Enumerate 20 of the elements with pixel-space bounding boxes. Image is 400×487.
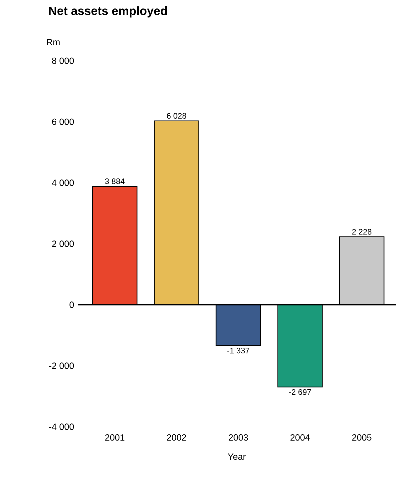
x-tick-label: 2005 — [352, 434, 372, 441]
data-label: -2 697 — [289, 389, 312, 396]
x-tick-label: 2001 — [105, 434, 125, 441]
x-axis-title: Year — [228, 454, 246, 460]
x-tick-label: 2004 — [290, 434, 310, 441]
x-tick-label: 2003 — [228, 434, 248, 441]
data-label: -1 337 — [228, 348, 250, 354]
y-tick-label: -4 000 — [49, 424, 74, 430]
y-tick-label: 2 000 — [52, 240, 74, 248]
y-axis-title: Rm — [47, 39, 60, 46]
y-tick-label: 6 000 — [52, 118, 74, 126]
chart-title: Net assets employed — [49, 6, 168, 18]
y-tick-label: 0 — [70, 302, 74, 308]
y-tick-label: 8 000 — [52, 58, 74, 64]
x-tick-label: 2002 — [167, 434, 186, 441]
data-label: 2 228 — [352, 229, 372, 235]
y-tick-label: 4 000 — [52, 180, 74, 186]
y-tick-label: -2 000 — [49, 362, 74, 370]
data-label: 3 884 — [105, 178, 125, 184]
data-label: 6 028 — [167, 113, 186, 119]
